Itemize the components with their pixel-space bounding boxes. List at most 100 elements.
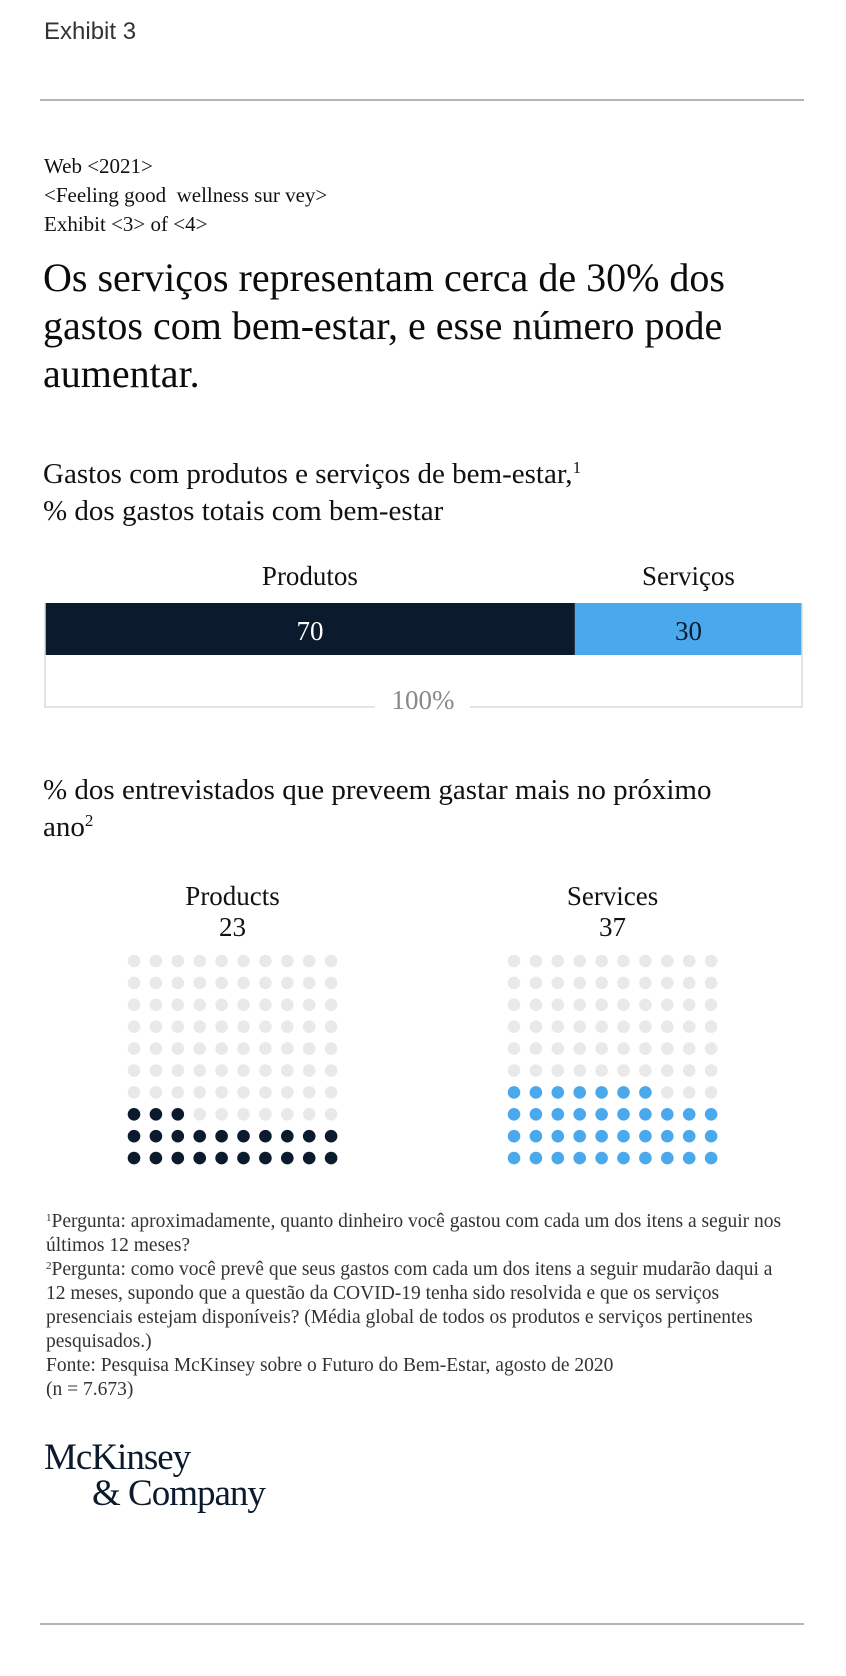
waffle-dot-empty [682, 1086, 696, 1099]
waffle-dot-filled [704, 1129, 718, 1143]
waffle-dot-empty [661, 1020, 674, 1033]
waffle-dot-empty [127, 998, 141, 1012]
waffle-dot-empty [215, 1086, 228, 1099]
waffle-dot-filled [171, 1129, 185, 1143]
waffle-dot-empty [639, 954, 652, 968]
waffle-dot-empty [617, 998, 630, 1012]
waffle-dot-empty [215, 1042, 228, 1055]
waffle-dot-empty [595, 976, 608, 990]
waffle-value-1: 23 [219, 912, 246, 942]
waffle-dot-filled [661, 1129, 674, 1143]
waffle-dot-empty [617, 1064, 630, 1077]
waffle-dot-filled [149, 1151, 163, 1165]
waffle-dot-filled [639, 1129, 652, 1143]
waffle-dot-empty [704, 1086, 718, 1099]
waffle-dot-filled [171, 1108, 185, 1121]
chart1-title-line2: % dos gastos totais com bem-estar [43, 495, 444, 527]
waffle-dot-empty [127, 1020, 141, 1033]
waffle-dot-empty [324, 1042, 338, 1055]
chart1-title-line1: Gastos com produtos e serviços de bem-es… [43, 458, 573, 490]
waffle-dot-empty [127, 1064, 141, 1077]
footnote-2-text: Pergunta: como você prevê que seus gasto… [46, 1259, 773, 1352]
waffle-dot-empty [237, 954, 250, 968]
waffle-dot-empty [149, 998, 163, 1012]
waffle-dot-empty [507, 1020, 521, 1033]
waffle-dot-empty [573, 1042, 586, 1055]
waffle-dot-empty [595, 954, 608, 968]
waffle-dot-empty [302, 1020, 316, 1033]
waffle-dot-empty [573, 998, 586, 1012]
waffle-dot-empty [529, 954, 543, 968]
waffle-dot-empty [573, 1020, 586, 1033]
waffle-dot-filled [617, 1108, 630, 1121]
waffle-dot-empty [595, 1042, 608, 1055]
waffle-dot-empty [551, 998, 565, 1012]
waffle-dot-empty [149, 1086, 163, 1099]
waffle-dot-empty [661, 1064, 674, 1077]
waffle-dot-empty [529, 1020, 543, 1033]
waffle-dot-empty [281, 1108, 294, 1121]
waffle-dot-filled [302, 1151, 316, 1165]
waffle-dot-empty [193, 954, 206, 968]
waffle-dot-filled [595, 1129, 608, 1143]
waffle-dot-empty [507, 954, 521, 968]
waffle-dot-filled [302, 1129, 316, 1143]
waffle-dot-filled [149, 1108, 163, 1121]
waffle-dot-empty [281, 1064, 294, 1077]
waffle-dot-empty [149, 1064, 163, 1077]
waffle-dot-empty [215, 976, 228, 990]
waffle-dot-empty [237, 1020, 250, 1033]
waffle-dot-filled [215, 1151, 228, 1165]
waffle-dot-empty [324, 998, 338, 1012]
waffle-dot-empty [215, 998, 228, 1012]
waffle-dot-empty [215, 1108, 228, 1121]
waffle-dot-empty [259, 1108, 272, 1121]
chart1-title-footnote-marker: 1 [572, 458, 582, 477]
waffle-dot-filled [573, 1151, 586, 1165]
waffle-dot-filled [639, 1108, 652, 1121]
waffle-dot-empty [237, 1042, 250, 1055]
waffle-dot-empty [149, 1042, 163, 1055]
footnote-1: 1Pergunta: aproximadamente, quanto dinhe… [46, 1210, 786, 1258]
waffle-dot-empty [259, 998, 272, 1012]
waffle-dot-empty [639, 976, 652, 990]
waffle-dot-filled [529, 1151, 543, 1165]
waffle-dot-empty [171, 1064, 185, 1077]
waffle-dot-empty [302, 998, 316, 1012]
waffle-dot-filled [324, 1129, 338, 1143]
top-divider [40, 99, 804, 101]
waffle-dot-empty [551, 1020, 565, 1033]
waffle-value-2: 37 [599, 912, 626, 942]
waffle-dot-empty [259, 1042, 272, 1055]
waffle-dot-filled [529, 1108, 543, 1121]
waffle-dot-filled [551, 1086, 565, 1099]
waffle-dot-empty [149, 1020, 163, 1033]
waffle-dot-empty [259, 954, 272, 968]
waffle-dot-filled [149, 1129, 163, 1143]
waffle-dot-empty [281, 1086, 294, 1099]
waffle-dot-empty [617, 976, 630, 990]
waffle-dot-empty [193, 1042, 206, 1055]
total-label: 100% [392, 685, 455, 715]
waffle-dot-empty [704, 954, 718, 968]
waffle-dot-empty [193, 1086, 206, 1099]
waffle-dot-filled [617, 1151, 630, 1165]
waffle-dot-filled [237, 1129, 250, 1143]
meta-line-2: <Feeling good wellness sur vey> [44, 183, 328, 207]
waffle-dot-filled [529, 1129, 543, 1143]
bar-segment-1 [45, 603, 575, 655]
waffle-dot-empty [237, 1086, 250, 1099]
waffle-dot-filled [639, 1086, 652, 1099]
waffle-dot-empty [259, 1064, 272, 1077]
bar-category-label-2: Serviços [642, 561, 735, 591]
source-note: Fonte: Pesquisa McKinsey sobre o Futuro … [46, 1355, 614, 1376]
waffle-dot-empty [704, 1042, 718, 1055]
waffle-dot-empty [507, 1042, 521, 1055]
bar-value-label-2: 30 [675, 616, 702, 646]
waffle-dot-filled [704, 1151, 718, 1165]
waffle-dot-filled [259, 1151, 272, 1165]
waffle-dot-empty [617, 1042, 630, 1055]
waffle-dot-empty [595, 1064, 608, 1077]
waffle-dot-empty [171, 1086, 185, 1099]
waffle-dot-filled [573, 1129, 586, 1143]
